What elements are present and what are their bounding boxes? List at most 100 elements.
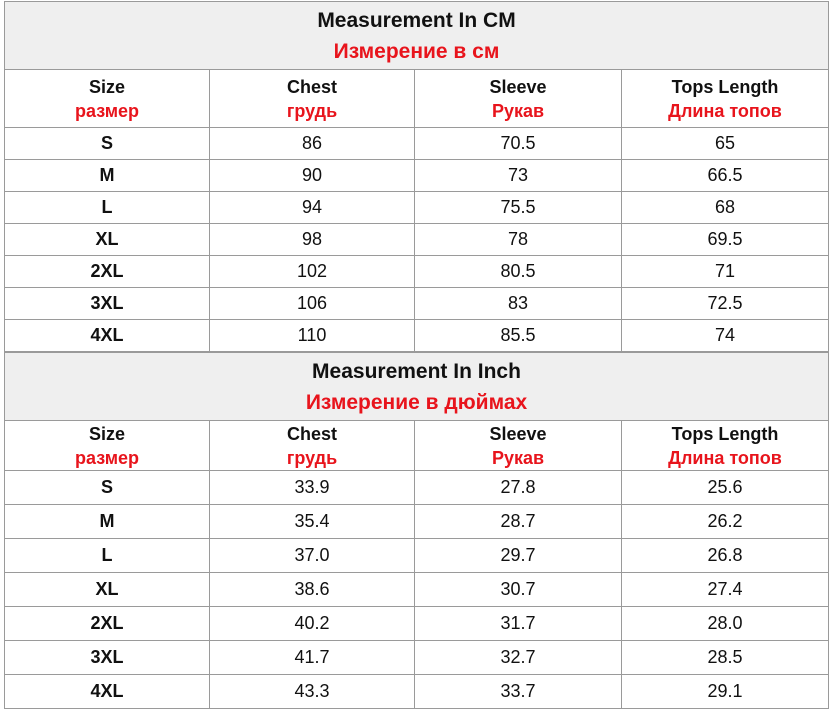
section-subtitle: Измерение в см xyxy=(333,39,500,63)
size-cell: 4XL xyxy=(4,319,210,352)
data-row: 2XL 40.2 31.7 28.0 xyxy=(4,606,829,641)
header-cell: Tops Length Длина топов xyxy=(621,69,829,128)
size-cell: XL xyxy=(4,223,210,256)
value-cell: 38.6 xyxy=(209,572,415,607)
value-cell: 30.7 xyxy=(414,572,622,607)
value-cell: 33.7 xyxy=(414,674,622,709)
size-cell: 2XL xyxy=(4,606,210,641)
value-cell: 29.1 xyxy=(621,674,829,709)
size-cell: 3XL xyxy=(4,640,210,675)
size-cell: 4XL xyxy=(4,674,210,709)
value-cell: 27.4 xyxy=(621,572,829,607)
section-table: Measurement In Inch Измерение в дюймах Siz… xyxy=(4,352,829,709)
value-cell: 73 xyxy=(414,159,622,192)
section-title-cell: Measurement In CM Измерение в см xyxy=(4,1,829,70)
title-row: Measurement In CM Измерение в см xyxy=(4,1,829,70)
value-cell: 32.7 xyxy=(414,640,622,675)
value-cell: 83 xyxy=(414,287,622,320)
value-cell: 90 xyxy=(209,159,415,192)
header-cell: Chest грудь xyxy=(209,69,415,128)
value-cell: 37.0 xyxy=(209,538,415,573)
data-row: 3XL 41.7 32.7 28.5 xyxy=(4,640,829,675)
data-row: XL 98 78 69.5 xyxy=(4,223,829,256)
value-cell: 85.5 xyxy=(414,319,622,352)
value-cell: 29.7 xyxy=(414,538,622,573)
value-cell: 80.5 xyxy=(414,255,622,288)
size-cell: 3XL xyxy=(4,287,210,320)
value-cell: 26.2 xyxy=(621,504,829,539)
value-cell: 68 xyxy=(621,191,829,224)
header-ru: грудь xyxy=(286,447,338,468)
value-cell: 94 xyxy=(209,191,415,224)
value-cell: 65 xyxy=(621,127,829,160)
section-title-cell: Measurement In Inch Измерение в дюймах xyxy=(4,352,829,421)
header-cell: Size размер xyxy=(4,420,210,471)
size-cell: XL xyxy=(4,572,210,607)
value-cell: 28.0 xyxy=(621,606,829,641)
header-ru: грудь xyxy=(286,100,338,121)
header-en: Chest xyxy=(286,76,337,97)
header-ru: Рукав xyxy=(491,100,545,121)
value-cell: 28.5 xyxy=(621,640,829,675)
header-en: Sleeve xyxy=(489,423,547,444)
value-cell: 26.8 xyxy=(621,538,829,573)
size-cell: S xyxy=(4,470,210,505)
size-cell: M xyxy=(4,504,210,539)
header-en: Tops Length xyxy=(671,76,779,97)
value-cell: 110 xyxy=(209,319,415,352)
header-ru: Рукав xyxy=(491,447,545,468)
value-cell: 69.5 xyxy=(621,223,829,256)
value-cell: 86 xyxy=(209,127,415,160)
value-cell: 75.5 xyxy=(414,191,622,224)
value-cell: 72.5 xyxy=(621,287,829,320)
size-cell: M xyxy=(4,159,210,192)
value-cell: 102 xyxy=(209,255,415,288)
size-cell: S xyxy=(4,127,210,160)
value-cell: 40.2 xyxy=(209,606,415,641)
header-en: Size xyxy=(88,423,126,444)
header-en: Size xyxy=(88,76,126,97)
data-row: M 90 73 66.5 xyxy=(4,159,829,192)
title-row: Measurement In Inch Измерение в дюймах xyxy=(4,352,829,421)
header-cell: Chest грудь xyxy=(209,420,415,471)
data-row: M 35.4 28.7 26.2 xyxy=(4,504,829,539)
data-row: S 86 70.5 65 xyxy=(4,127,829,160)
size-cell: L xyxy=(4,191,210,224)
header-ru: размер xyxy=(74,447,140,468)
data-row: 2XL 102 80.5 71 xyxy=(4,255,829,288)
header-ru: Длина топов xyxy=(668,447,782,468)
header-cell: Sleeve Рукав xyxy=(414,69,622,128)
data-row: 4XL 43.3 33.7 29.1 xyxy=(4,674,829,709)
section-title: Measurement In Inch xyxy=(312,359,521,383)
value-cell: 106 xyxy=(209,287,415,320)
value-cell: 78 xyxy=(414,223,622,256)
data-row: 3XL 106 83 72.5 xyxy=(4,287,829,320)
value-cell: 71 xyxy=(621,255,829,288)
value-cell: 31.7 xyxy=(414,606,622,641)
value-cell: 28.7 xyxy=(414,504,622,539)
header-cell: Sleeve Рукав xyxy=(414,420,622,471)
value-cell: 43.3 xyxy=(209,674,415,709)
value-cell: 66.5 xyxy=(621,159,829,192)
value-cell: 25.6 xyxy=(621,470,829,505)
data-row: L 37.0 29.7 26.8 xyxy=(4,538,829,573)
size-cell: 2XL xyxy=(4,255,210,288)
value-cell: 27.8 xyxy=(414,470,622,505)
size-chart: Measurement In CM Измерение в см Size разме… xyxy=(4,1,829,709)
data-row: XL 38.6 30.7 27.4 xyxy=(4,572,829,607)
section-table: Measurement In CM Измерение в см Size разме… xyxy=(4,1,829,352)
value-cell: 74 xyxy=(621,319,829,352)
header-ru: размер xyxy=(74,100,140,121)
size-cell: L xyxy=(4,538,210,573)
header-en: Sleeve xyxy=(489,76,547,97)
value-cell: 70.5 xyxy=(414,127,622,160)
header-row: Size размер Chest грудь Sleeve Рукав Tops Leng… xyxy=(4,69,829,128)
data-row: 4XL 110 85.5 74 xyxy=(4,319,829,352)
section-title: Measurement In CM xyxy=(317,8,516,32)
header-row: Size размер Chest грудь Sleeve Рукав Tops Leng… xyxy=(4,420,829,471)
header-en: Tops Length xyxy=(671,423,779,444)
header-cell: Tops Length Длина топов xyxy=(621,420,829,471)
value-cell: 35.4 xyxy=(209,504,415,539)
data-row: L 94 75.5 68 xyxy=(4,191,829,224)
